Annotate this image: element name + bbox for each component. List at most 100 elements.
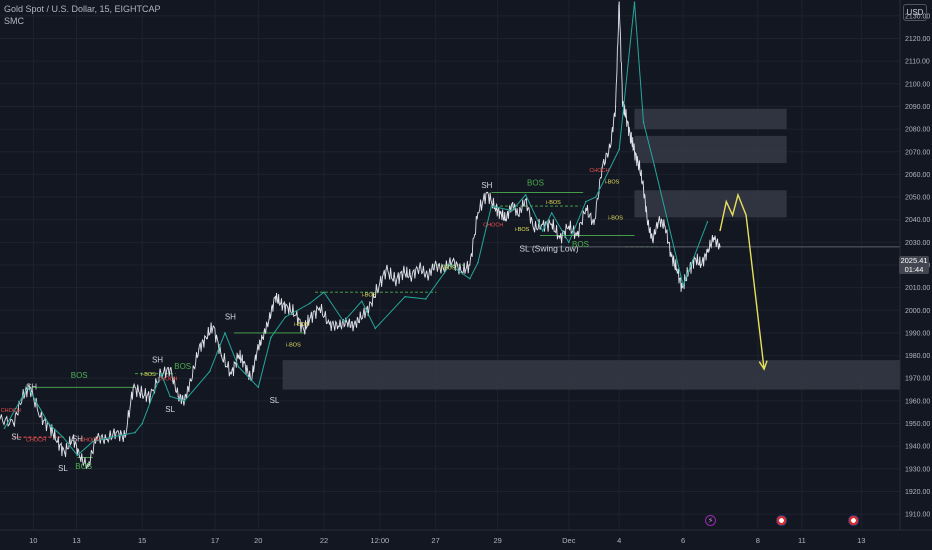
price-tick-label: 2030.00 [905, 240, 930, 247]
currency-button[interactable]: USD [903, 4, 927, 21]
structure-point [374, 327, 377, 330]
price-point [525, 198, 527, 200]
zone-box [634, 190, 787, 218]
price-point [205, 336, 207, 339]
structure-label-bos: BOS [174, 362, 191, 371]
structure-point [477, 261, 479, 264]
price-point [274, 296, 276, 298]
structure-label-label: SH [481, 181, 492, 190]
time-tick-label: 6 [681, 536, 685, 545]
structure-label-ibos: i-BOS [546, 200, 561, 206]
structure-label-label: SL (Swing Low) [519, 243, 578, 253]
price-point [642, 187, 645, 189]
price-tick-label: 2120.00 [905, 36, 930, 43]
price-point [237, 354, 240, 357]
zone-box [282, 360, 901, 390]
structure-label-label: SL [58, 464, 68, 473]
structure-label-bos: BOS [71, 371, 88, 380]
price-point [633, 151, 636, 153]
us-flag-event-icon[interactable] [848, 515, 859, 526]
indicator-label[interactable]: SMC [4, 16, 24, 26]
price-point [132, 386, 134, 388]
structure-label-choch: CHOCH [26, 438, 46, 444]
structure-point [541, 230, 544, 232]
price-line [0, 2, 721, 469]
price-point [105, 438, 107, 441]
price-point [268, 318, 270, 320]
price-point [700, 264, 702, 266]
supply-demand-zones [282, 108, 901, 390]
price-point [49, 427, 52, 429]
price-tick-label: 2090.00 [905, 104, 930, 111]
price-tick-label: 1920.00 [905, 489, 930, 496]
price-axis-bg [900, 0, 932, 550]
price-point [262, 336, 264, 339]
price-point [676, 268, 678, 271]
lightning-event-icon[interactable]: ⚡ [705, 515, 716, 526]
price-point [360, 316, 362, 318]
symbol-title[interactable]: Gold Spot / U.S. Dollar, 15, EIGHTCAP [4, 4, 161, 14]
price-tick-label: 2130.00 [905, 13, 930, 20]
price-point [443, 268, 445, 271]
structure-label-choch: CHOCH [80, 438, 100, 444]
structure-point [134, 431, 136, 434]
price-point [220, 354, 222, 357]
structure-levels [13, 192, 900, 458]
time-axis[interactable]: 10 13 15 17 20 22 12:00 27 29 Dec 4 6 8 11 13 [0, 529, 932, 545]
structure-label-choch: CHOCH [483, 222, 503, 228]
price-point [615, 105, 617, 108]
structure-label-label: SL [270, 396, 280, 405]
price-point [124, 436, 126, 438]
price-point [409, 275, 411, 277]
price-point [452, 259, 454, 262]
time-tick-label: 20 [254, 536, 262, 545]
structure-label-ibos: i-BOS [286, 343, 301, 349]
structure-point [653, 164, 656, 167]
price-point [95, 436, 97, 438]
price-point [647, 223, 649, 225]
price-tick-label: 2100.00 [905, 81, 930, 88]
price-tick-label: 1970.00 [905, 376, 930, 383]
structure-point [361, 300, 363, 303]
structure-point [270, 336, 272, 339]
price-tick-label: 1980.00 [905, 353, 930, 360]
projection-arrowhead [758, 360, 768, 371]
price-point [511, 203, 513, 205]
time-tick-label: 13 [857, 536, 865, 545]
structure-point [224, 332, 226, 334]
price-tick-label: 2010.00 [905, 285, 930, 292]
structure-point [618, 148, 620, 151]
price-tick-label: 1950.00 [905, 421, 930, 428]
price-point [719, 246, 721, 248]
structure-point [237, 366, 240, 368]
structure-point [183, 400, 186, 402]
price-tick-label: 1940.00 [905, 444, 930, 451]
price-point [664, 225, 666, 228]
price-point [494, 207, 496, 209]
price-point [287, 307, 289, 309]
price-axis[interactable]: 1910.00 1920.00 1930.00 1940.00 1950.00 1960.… [899, 0, 932, 550]
price-tick-label: 2080.00 [905, 127, 930, 134]
us-flag-event-icon[interactable] [776, 515, 787, 526]
time-tick-label: 10 [29, 536, 37, 545]
structure-point [169, 395, 171, 398]
structure-point [524, 193, 527, 196]
structure-point [284, 316, 287, 318]
price-point [115, 432, 117, 434]
structure-point [62, 436, 64, 438]
structure-point [682, 284, 684, 287]
structure-label-label: SH [225, 312, 236, 321]
price-point [212, 325, 214, 327]
projection-path [719, 192, 765, 370]
time-tick-label: 15 [138, 536, 146, 545]
price-point [39, 416, 42, 418]
price-point [499, 212, 501, 214]
price-point [706, 250, 709, 253]
price-point [0, 418, 1, 420]
price-point [29, 386, 31, 388]
structure-label-label: SH [152, 355, 163, 364]
price-point [618, 1, 620, 3]
structure-label-label: SL [11, 432, 21, 441]
price-point [402, 271, 404, 273]
